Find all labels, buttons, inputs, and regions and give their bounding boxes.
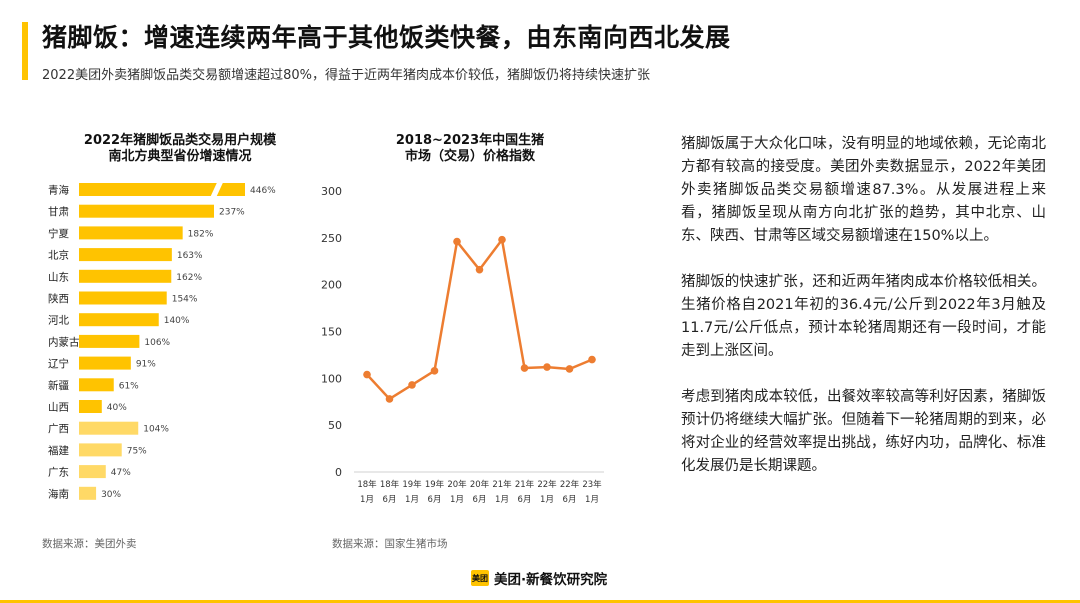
bar-chart: 青海 446% 甘肃 237% 宁夏 182% 北京 163% 山东 162% 陕西 154% 河北 14…	[48, 183, 276, 500]
y-tick-label: 200	[321, 279, 342, 292]
brand-name: 美团·新餐饮研究院	[494, 572, 608, 588]
bar	[79, 313, 159, 327]
bar-category-label: 内蒙古	[48, 335, 80, 348]
bar-category-label: 青海	[48, 184, 69, 197]
bar-category-label: 山西	[48, 402, 69, 414]
x-tick-label: 18年 1月	[357, 479, 377, 505]
y-tick-label: 0	[335, 466, 342, 479]
bar-category-label: 福建	[48, 444, 69, 457]
bar-value-label: 163%	[177, 251, 203, 261]
bar	[79, 248, 172, 262]
series-line	[366, 238, 593, 401]
bar-value-label: 154%	[172, 295, 198, 305]
bar-value-label: 30%	[101, 490, 121, 500]
bar-category-label: 辽宁	[48, 357, 69, 370]
x-tick-label: 22年 1月	[537, 479, 557, 505]
bar-value-label: 75%	[127, 446, 147, 456]
x-tick-label: 23年 1月	[582, 479, 602, 505]
brand-logo: 美团 美团·新餐饮研究院	[471, 568, 607, 588]
x-tick-label: 19年 6月	[425, 479, 445, 505]
y-tick-label: 150	[321, 326, 342, 339]
line-chart-title-line-2: 市场（交易）价格指数	[404, 149, 535, 164]
bar	[79, 226, 183, 240]
bar	[79, 356, 131, 370]
bar-category-label: 新疆	[48, 379, 69, 392]
analysis-paragraph-1: 猪脚饭属于大众化口味，没有明显的地域依赖，无论南北方都有较高的接受度。美团外卖数…	[681, 136, 1046, 244]
y-tick-label: 100	[321, 372, 342, 385]
bar-category-label: 广东	[48, 466, 69, 479]
y-tick-label: 50	[328, 419, 342, 432]
y-tick-label: 250	[321, 232, 342, 245]
brand-badge: 美团	[471, 570, 489, 586]
bar	[79, 486, 97, 500]
line-chart-title: 2018~2023年中国生猪 市场（交易）价格指数	[360, 133, 580, 165]
bar-category-label: 甘肃	[48, 205, 69, 218]
bar-value-label: 40%	[107, 403, 127, 413]
bar-axis-break	[210, 183, 223, 196]
data-point	[475, 265, 484, 274]
bar-category-label: 北京	[48, 249, 69, 262]
bar	[79, 183, 245, 196]
x-tick-label: 21年 6月	[515, 479, 535, 505]
page-subtitle: 2022美团外卖猪脚饭品类交易额增速超过80%，得益于近两年猪肉成本价较低，猪脚…	[42, 68, 650, 83]
bar-value-label: 106%	[144, 338, 170, 348]
bar-category-label: 山东	[48, 270, 69, 283]
analysis-text: 猪脚饭属于大众化口味，没有明显的地域依赖，无论南北方都有较高的接受度。美团外卖数…	[681, 133, 1046, 501]
bar	[79, 465, 106, 479]
x-tick-label: 18年 6月	[380, 479, 400, 505]
bar-chart-title-line-2: 南北方典型省份增速情况	[108, 149, 252, 164]
data-point	[588, 355, 596, 364]
bar	[79, 204, 214, 218]
page-title: 猪脚饭：增速连续两年高于其他饭类快餐，由东南向西北发展	[42, 23, 731, 52]
data-point	[430, 367, 439, 375]
bar	[79, 269, 172, 283]
bar	[79, 291, 167, 305]
bar-category-label: 海南	[48, 487, 69, 500]
x-tick-label: 20年 6月	[470, 479, 490, 505]
x-tick-label: 21年 1月	[492, 479, 512, 505]
bar-category-label: 河北	[48, 315, 69, 327]
bar-chart-title: 2022年猪脚饭品类交易用户规模 南北方典型省份增速情况	[60, 133, 300, 165]
data-point	[498, 235, 506, 244]
bar-value-label: 61%	[119, 381, 139, 391]
data-point	[520, 364, 529, 372]
bar-value-label: 91%	[136, 360, 156, 370]
bar-value-label: 104%	[143, 425, 169, 435]
line-chart-title-line-1: 2018~2023年中国生猪	[395, 133, 545, 148]
line-chart-source: 数据来源：国家生猪市场	[332, 538, 448, 550]
bar-value-label: 47%	[111, 468, 131, 478]
data-point	[543, 363, 551, 371]
bar-category-label: 陕西	[48, 292, 69, 305]
data-point	[408, 381, 416, 389]
bar-value-label: 182%	[188, 229, 214, 239]
data-point	[385, 395, 394, 403]
bar-value-label: 446%	[250, 186, 276, 196]
bar-chart-title-line-1: 2022年猪脚饭品类交易用户规模	[83, 133, 277, 148]
data-point	[363, 370, 371, 379]
bar-category-label: 广西	[48, 423, 69, 435]
bar-category-label: 宁夏	[48, 227, 69, 240]
analysis-paragraph-3: 考虑到猪肉成本较低，出餐效率较高等利好因素，猪脚饭预计仍将继续大幅扩张。但随着下…	[681, 389, 1046, 474]
bar-value-label: 237%	[219, 208, 245, 218]
analysis-paragraph-2: 猪脚饭的快速扩张，还和近两年猪肉成本价格较低相关。生猪价格自2021年初的36.…	[681, 274, 1046, 359]
bar-value-label: 162%	[176, 273, 202, 283]
bar-value-label: 140%	[164, 316, 190, 326]
bar	[79, 421, 139, 435]
x-tick-label: 20年 1月	[447, 479, 467, 505]
bar-chart-source: 数据来源：美团外卖	[42, 538, 137, 550]
bar	[79, 400, 102, 413]
bar	[79, 443, 122, 457]
bar	[79, 378, 114, 392]
x-tick-label: 22年 6月	[560, 479, 580, 505]
title-accent-bar	[22, 22, 28, 80]
bar	[79, 334, 140, 348]
y-tick-label: 300	[321, 185, 342, 198]
data-point	[453, 237, 461, 246]
data-point	[565, 365, 574, 373]
x-tick-label: 19年 1月	[402, 479, 422, 505]
bottom-accent-line	[0, 600, 1080, 603]
